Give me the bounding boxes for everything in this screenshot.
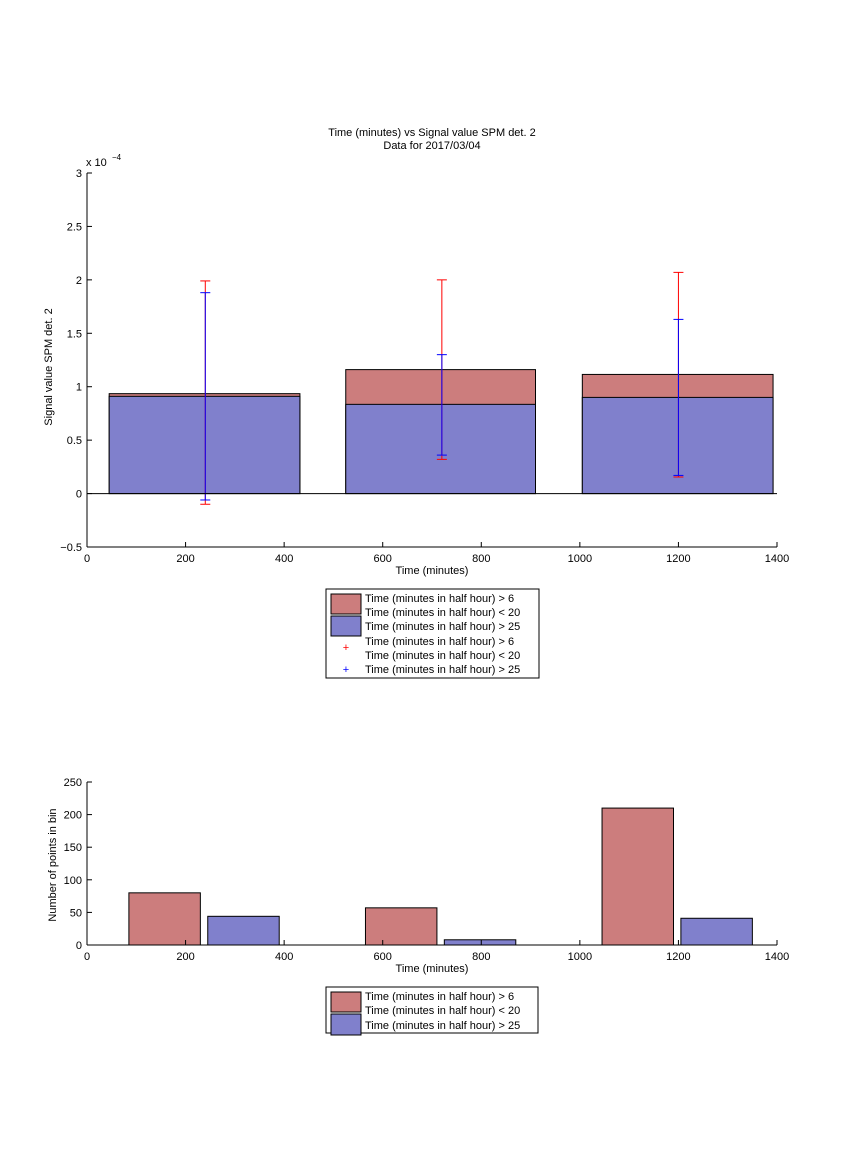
- chart-1-legend-swatch-blue: [330, 615, 362, 637]
- chart-2-legend-text: Time (minutes in half hour) < 20: [365, 1005, 520, 1017]
- y-tick-label: −0.5: [60, 542, 82, 554]
- x-tick-label: 1400: [765, 951, 789, 963]
- bar-blue: [345, 403, 536, 495]
- bar-blue: [207, 915, 280, 946]
- x-tick-label: 600: [374, 951, 392, 963]
- bar-red: [364, 907, 438, 946]
- chart-1-legend-text: Time (minutes in half hour) > 6: [365, 636, 514, 648]
- chart-1-legend-swatch-red: [330, 593, 362, 615]
- bar-blue: [443, 939, 517, 946]
- y-tick-label: 2: [76, 275, 82, 287]
- y-tick-label: 0.5: [67, 435, 82, 447]
- chart-2-legend: Time (minutes in half hour) > 6 Time (mi…: [325, 986, 539, 1036]
- x-tick-label: 0: [84, 553, 90, 565]
- y-tick-label: 150: [64, 842, 82, 854]
- bar-blue: [108, 395, 301, 495]
- chart-2-legend-text: Time (minutes in half hour) > 25: [365, 1020, 520, 1032]
- chart-1-errorbars: [200, 271, 684, 505]
- bar-blue: [680, 917, 753, 946]
- x-tick-label: 400: [275, 553, 293, 565]
- bar-red: [128, 892, 201, 946]
- y-tick-label: 1.5: [67, 328, 82, 340]
- x-tick-label: 1000: [568, 951, 592, 963]
- chart-1-exponent-label: x 10: [86, 157, 107, 169]
- x-tick-label: 1000: [568, 553, 592, 565]
- chart-1-legend-text: Time (minutes in half hour) < 20: [365, 650, 520, 662]
- y-tick-label: 3: [76, 168, 82, 180]
- chart-1-legend-marker-blue: +: [343, 664, 349, 676]
- chart-2-legend-swatch-blue: [330, 1013, 362, 1036]
- bar-red: [601, 807, 674, 946]
- chart-2-legend-swatch-red: [330, 991, 362, 1013]
- chart-2-axes: 0 200 400 600 800 1000 1200 1400 0 50 100 150 200 250: [64, 777, 790, 963]
- chart-2-x-axis-label: Time (minutes): [396, 963, 469, 975]
- chart-1-axes: 0 200 400 600 800 1000 1200 1400−0.500.511.522.…: [60, 168, 789, 565]
- chart-1-bars: [108, 369, 774, 495]
- chart-1-legend-marker-red: +: [343, 642, 349, 654]
- bar-blue: [581, 396, 774, 495]
- x-tick-label: 1400: [765, 553, 789, 565]
- y-tick-label: 0: [76, 489, 82, 501]
- y-tick-label: 0: [76, 940, 82, 952]
- chart-2-bars: [128, 807, 753, 946]
- x-tick-label: 0: [84, 951, 90, 963]
- x-tick-label: 1200: [666, 951, 690, 963]
- chart-1-subtitle: Data for 2017/03/04: [383, 140, 480, 152]
- y-tick-label: 250: [64, 777, 82, 789]
- x-tick-label: 800: [472, 951, 490, 963]
- x-tick-label: 800: [472, 553, 490, 565]
- y-tick-label: 100: [64, 875, 82, 887]
- chart-1-y-axis-label: Signal value SPM det. 2: [43, 308, 55, 425]
- y-tick-label: 200: [64, 810, 82, 822]
- chart-1-x-axis-label: Time (minutes): [396, 565, 469, 577]
- chart-1-title: Time (minutes) vs Signal value SPM det. …: [328, 127, 535, 139]
- chart-1-exponent-power: −4: [112, 153, 122, 162]
- y-tick-label: 1: [76, 382, 82, 394]
- y-tick-label: 2.5: [67, 221, 82, 233]
- chart-1: Time (minutes) vs Signal value SPM det. …: [43, 127, 789, 679]
- chart-2-legend-text: Time (minutes in half hour) > 6: [365, 991, 514, 1003]
- chart-1-legend-text: Time (minutes in half hour) > 6: [365, 593, 514, 605]
- chart-2-y-axis-label: Number of points in bin: [47, 808, 59, 921]
- chart-1-legend: Time (minutes in half hour) > 6 Time (mi…: [325, 588, 540, 679]
- chart-1-legend-text: Time (minutes in half hour) < 20: [365, 607, 520, 619]
- chart-1-legend-text: Time (minutes in half hour) > 25: [365, 664, 520, 676]
- x-tick-label: 600: [374, 553, 392, 565]
- y-tick-label: 50: [70, 907, 82, 919]
- chart-2: 0 200 400 600 800 1000 1200 1400 0 50 100 150 200 250…: [47, 777, 790, 1036]
- chart-1-legend-text: Time (minutes in half hour) > 25: [365, 621, 520, 633]
- x-tick-label: 400: [275, 951, 293, 963]
- x-tick-label: 1200: [666, 553, 690, 565]
- x-tick-label: 200: [176, 951, 194, 963]
- x-tick-label: 200: [176, 553, 194, 565]
